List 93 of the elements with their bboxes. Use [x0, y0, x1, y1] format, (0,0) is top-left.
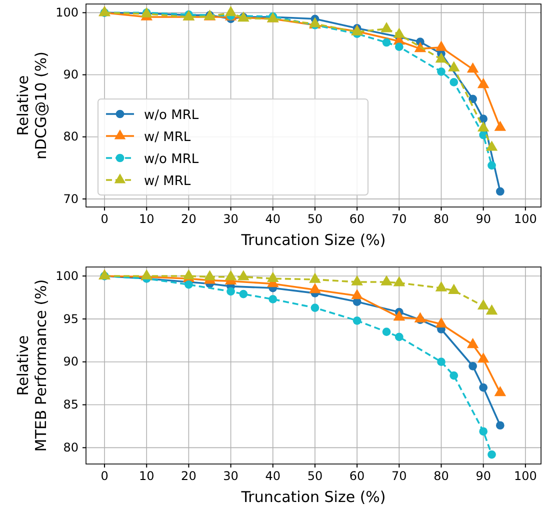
point [479, 114, 488, 124]
point [238, 270, 250, 280]
point [393, 276, 406, 286]
point [468, 94, 477, 104]
point [477, 78, 490, 88]
legend-label: w/o MRL [144, 108, 200, 123]
point [414, 312, 426, 322]
point [435, 281, 448, 292]
y-axis-title: Relative nDCG@10 (%) [14, 52, 50, 160]
point [450, 371, 458, 380]
x-tick-label: 80 [434, 212, 449, 226]
point [184, 280, 193, 289]
x-tick-label: 70 [392, 469, 407, 484]
x-tick-label: 40 [265, 212, 281, 226]
point [351, 288, 363, 300]
x-tick-label: 10 [138, 469, 154, 484]
y-axis-title: Relative MTEB Performance (%) [14, 279, 50, 452]
point [224, 6, 237, 16]
point [239, 290, 248, 298]
x-axis-title: Truncation Size (%) [240, 488, 386, 506]
y-tick-label: 95 [63, 312, 78, 326]
legend-label: w/ MRL [144, 174, 192, 189]
x-tick-label: 30 [223, 469, 238, 484]
x-tick-label: 40 [265, 469, 281, 484]
point [496, 421, 504, 430]
point [437, 358, 446, 366]
point [448, 284, 460, 294]
y-tick-label: 100 [56, 268, 78, 283]
point [394, 332, 404, 342]
x-tick-label: 10 [138, 212, 154, 226]
y-tick-label: 90 [63, 68, 78, 82]
point [435, 52, 448, 63]
point [479, 383, 488, 392]
point [468, 362, 477, 370]
legend-label: w/o MRL [144, 152, 200, 167]
point [224, 270, 237, 280]
point [309, 282, 321, 294]
x-tick-label: 80 [434, 469, 449, 484]
point [393, 310, 406, 321]
point [435, 40, 448, 51]
point [477, 352, 490, 363]
y-tick-label: 90 [63, 354, 78, 369]
point [494, 120, 506, 131]
point [448, 61, 460, 72]
point [477, 121, 490, 132]
point [488, 161, 496, 170]
point [486, 140, 498, 151]
point [380, 275, 392, 286]
x-tick-label: 20 [181, 469, 196, 484]
x-axis-title: Truncation Size (%) [240, 231, 386, 249]
point [309, 272, 321, 283]
x-tick-label: 50 [307, 469, 323, 484]
x-tick-label: 30 [223, 212, 238, 226]
point [466, 62, 479, 73]
x-tick-label: 100 [514, 212, 537, 226]
x-tick-label: 0 [100, 212, 108, 226]
x-tick-label: 50 [307, 212, 323, 226]
x-tick-label: 60 [349, 469, 365, 484]
point [435, 317, 448, 328]
point [479, 427, 488, 436]
x-tick-label: 90 [476, 212, 491, 226]
point [496, 187, 504, 196]
y-tick-label: 80 [63, 440, 78, 455]
x-tick-label: 60 [349, 212, 365, 226]
point [268, 295, 278, 304]
point [450, 78, 458, 86]
point [266, 272, 279, 282]
point [477, 299, 490, 310]
point [486, 304, 498, 315]
point [488, 450, 496, 459]
point [393, 28, 406, 38]
y-tick-label: 80 [63, 130, 78, 144]
x-tick-label: 90 [476, 469, 491, 484]
point [352, 316, 362, 325]
y-tick-label: 70 [63, 192, 78, 206]
point [204, 270, 216, 280]
point [466, 338, 479, 348]
y-tick-label: 100 [56, 6, 78, 20]
legend-label: w/ MRL [144, 130, 192, 145]
point [394, 42, 404, 52]
point [382, 328, 391, 336]
point [182, 269, 195, 280]
y-tick-label: 85 [63, 398, 78, 412]
x-tick-label: 70 [392, 212, 407, 226]
point [351, 275, 363, 286]
point [437, 67, 446, 76]
point [226, 287, 235, 296]
x-tick-label: 0 [100, 469, 108, 484]
point [310, 304, 320, 312]
point [382, 38, 391, 47]
x-tick-label: 20 [181, 212, 196, 226]
x-tick-label: 100 [514, 469, 537, 484]
point [380, 22, 392, 32]
